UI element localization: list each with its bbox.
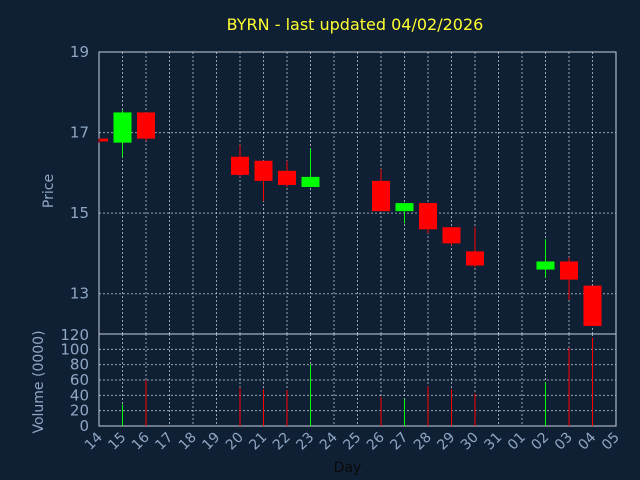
volume-tick-label: 40: [70, 386, 89, 404]
candle-body: [113, 112, 132, 143]
candle-body: [560, 261, 578, 280]
x-tick-label: 29: [434, 430, 458, 454]
candle-body: [419, 203, 437, 230]
volume-panel-frame: [98, 333, 617, 427]
candle-body: [254, 160, 273, 181]
x-tick-label: 05: [599, 430, 623, 454]
x-axis-label: Day: [334, 460, 362, 476]
x-tick-label: 18: [176, 430, 200, 454]
price-tick-label: 13: [70, 285, 89, 303]
x-tick-label: 03: [552, 430, 576, 454]
x-tick-label: 31: [481, 430, 505, 454]
x-tick-label: 27: [387, 430, 411, 454]
x-tick-label: 23: [293, 430, 317, 454]
x-tick-label: 21: [246, 430, 270, 454]
candle-body: [278, 170, 296, 185]
candle-body: [301, 176, 320, 187]
price-tick-label: 17: [70, 124, 89, 142]
x-tick-label: 20: [223, 430, 247, 454]
x-tick-label: 30: [458, 430, 482, 454]
volume-tick-label: 100: [60, 340, 89, 358]
volume-axis-label: Volume (0000): [31, 330, 47, 433]
x-tick-label: 19: [199, 430, 223, 454]
volume-tick-label: 20: [70, 402, 89, 420]
x-tick-label: 28: [411, 430, 435, 454]
price-tick-label: 19: [70, 43, 89, 61]
candle-body: [395, 203, 414, 212]
candle-body: [231, 156, 249, 175]
x-tick-label: 24: [317, 429, 341, 453]
volume-tick-label: 80: [70, 356, 89, 374]
x-tick-label: 04: [575, 429, 599, 453]
volume-tick-label: 120: [60, 326, 89, 344]
candle-body: [466, 251, 484, 266]
candle-body: [372, 180, 390, 212]
x-tick-label: 15: [105, 430, 129, 454]
volume-tick-label: 60: [70, 371, 89, 389]
volume-tick-label: 0: [79, 417, 89, 435]
candle-body: [536, 261, 555, 270]
x-tick-label: 01: [505, 430, 529, 454]
x-tick-label: 02: [528, 430, 552, 454]
x-tick-label: 17: [152, 430, 176, 454]
candle-body: [137, 112, 155, 139]
x-tick-label: 16: [129, 429, 153, 453]
x-tick-label: 25: [340, 430, 364, 454]
price-tick-label: 15: [70, 204, 89, 222]
chart-title: BYRN - last updated 04/02/2026: [227, 15, 484, 34]
x-tick-label: 26: [364, 429, 388, 453]
x-tick-label: 22: [270, 430, 294, 454]
price-axis-label: Price: [41, 174, 57, 208]
candle-body: [442, 227, 461, 244]
candle-body: [583, 285, 602, 326]
candle-body: [100, 138, 108, 142]
